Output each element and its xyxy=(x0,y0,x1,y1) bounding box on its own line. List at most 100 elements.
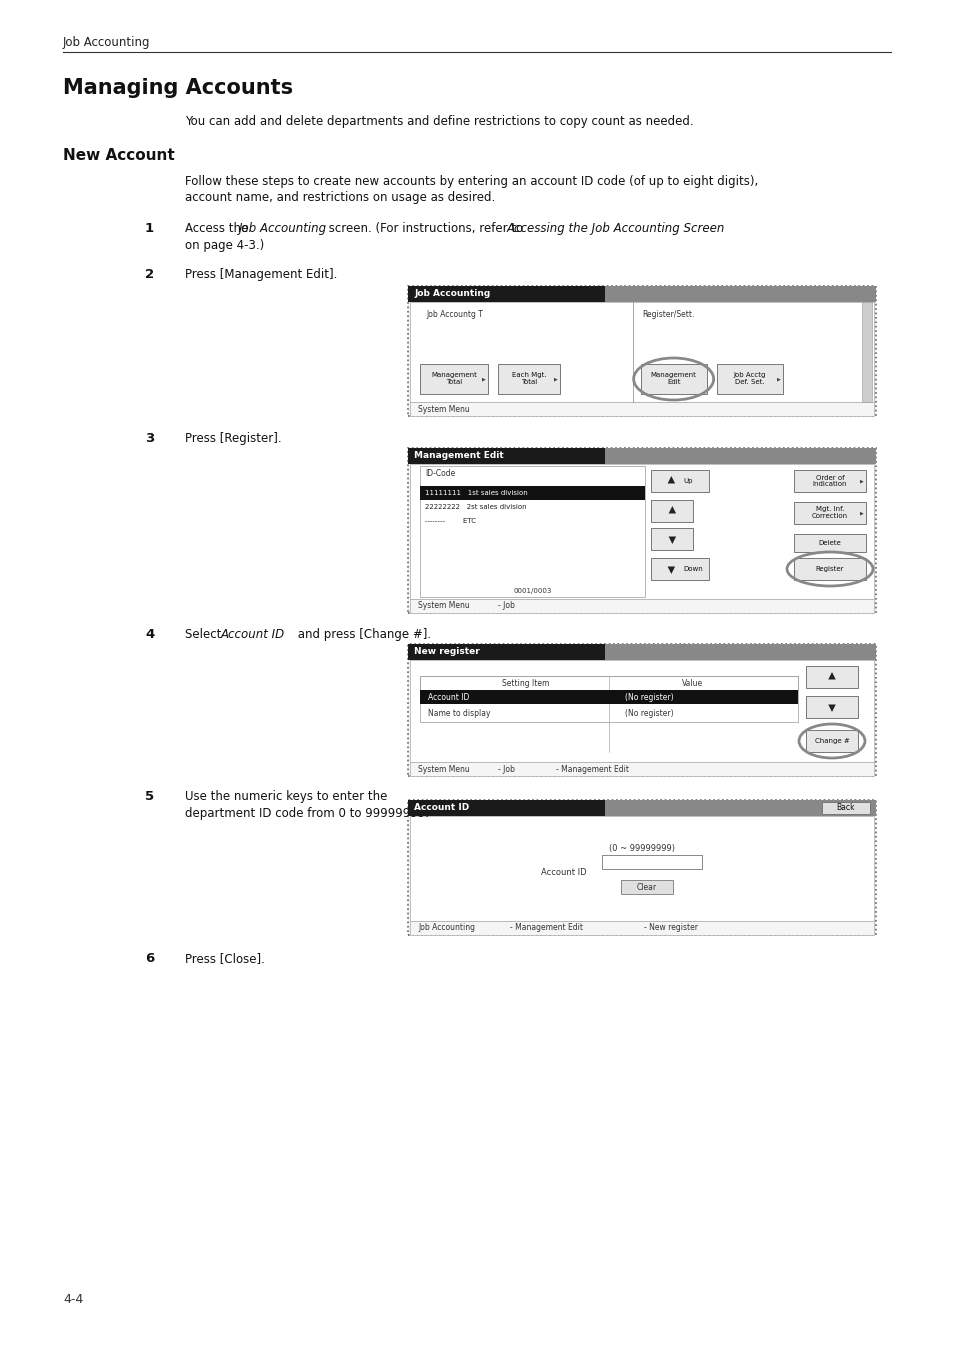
Text: New register: New register xyxy=(414,647,479,657)
Bar xyxy=(651,558,709,580)
Text: 3: 3 xyxy=(145,432,154,444)
Text: Def. Set.: Def. Set. xyxy=(734,380,763,385)
Polygon shape xyxy=(667,566,675,574)
Bar xyxy=(805,666,857,688)
Text: Press [Management Edit].: Press [Management Edit]. xyxy=(185,267,337,281)
Text: Account ID: Account ID xyxy=(428,693,469,701)
Text: ID-Code: ID-Code xyxy=(424,469,455,478)
Bar xyxy=(821,802,869,815)
Text: Job Acctg: Job Acctg xyxy=(733,373,765,378)
Text: ▶: ▶ xyxy=(554,377,558,381)
Text: 22222222   2st sales division: 22222222 2st sales division xyxy=(424,504,526,509)
Bar xyxy=(651,500,693,521)
Bar xyxy=(620,880,672,894)
Text: ▶: ▶ xyxy=(860,511,863,516)
Text: (No register): (No register) xyxy=(624,693,673,701)
Text: Follow these steps to create new accounts by entering an account ID code (of up : Follow these steps to create new account… xyxy=(185,176,758,188)
Bar xyxy=(793,558,865,580)
Polygon shape xyxy=(827,704,835,712)
Text: 2: 2 xyxy=(145,267,154,281)
Text: 1: 1 xyxy=(145,222,154,235)
Text: Change #: Change # xyxy=(814,738,848,744)
Bar xyxy=(410,403,873,416)
Text: ▶: ▶ xyxy=(860,478,863,484)
Text: Value: Value xyxy=(680,678,702,688)
Bar xyxy=(410,303,873,403)
Text: Mgt. Inf.: Mgt. Inf. xyxy=(815,507,843,512)
Text: Job Accounting: Job Accounting xyxy=(417,924,475,932)
Text: Access the: Access the xyxy=(185,222,252,235)
Text: System Menu: System Menu xyxy=(417,404,469,413)
Text: Indication: Indication xyxy=(812,481,846,488)
Text: Clear: Clear xyxy=(637,882,657,892)
Text: Job Accounting: Job Accounting xyxy=(239,222,327,235)
Text: 4: 4 xyxy=(145,628,154,640)
Bar xyxy=(410,598,873,613)
Text: (No register): (No register) xyxy=(624,708,673,717)
Text: 4-4: 4-4 xyxy=(63,1293,83,1306)
Bar xyxy=(793,503,865,524)
Bar xyxy=(408,286,875,416)
Text: Job Accounting: Job Accounting xyxy=(63,36,151,49)
Text: screen. (For instructions, refer to: screen. (For instructions, refer to xyxy=(325,222,526,235)
Polygon shape xyxy=(668,507,676,513)
Bar xyxy=(408,800,875,935)
Text: 6: 6 xyxy=(145,952,154,965)
Text: Each Mgt.: Each Mgt. xyxy=(511,373,546,378)
Bar xyxy=(604,800,875,816)
Bar xyxy=(793,534,865,553)
Bar xyxy=(410,463,873,598)
Bar xyxy=(408,286,604,303)
Bar xyxy=(408,644,875,775)
Text: Total: Total xyxy=(445,380,461,385)
Bar xyxy=(497,363,559,394)
Text: Setting Item: Setting Item xyxy=(501,678,549,688)
Bar xyxy=(651,470,709,492)
Bar xyxy=(410,661,873,762)
Bar xyxy=(408,644,604,661)
Bar xyxy=(793,470,865,492)
Text: You can add and delete departments and define restrictions to copy count as need: You can add and delete departments and d… xyxy=(185,115,693,128)
Text: Account ID: Account ID xyxy=(540,867,586,877)
Text: System Menu: System Menu xyxy=(417,601,469,611)
Text: 11111111   1st sales division: 11111111 1st sales division xyxy=(424,490,527,496)
Bar xyxy=(408,800,604,816)
Text: and press [Change #].: and press [Change #]. xyxy=(294,628,431,640)
Bar xyxy=(604,286,875,303)
Text: ▶: ▶ xyxy=(776,377,780,381)
Text: - Management Edit: - Management Edit xyxy=(510,924,582,932)
Text: (0 ~ 99999999): (0 ~ 99999999) xyxy=(608,844,675,852)
Text: account name, and restrictions on usage as desired.: account name, and restrictions on usage … xyxy=(185,190,495,204)
Bar xyxy=(640,363,706,394)
Text: Use the numeric keys to enter the: Use the numeric keys to enter the xyxy=(185,790,387,802)
Bar xyxy=(805,696,857,717)
Text: New Account: New Account xyxy=(63,149,174,163)
Text: Accessing the Job Accounting Screen: Accessing the Job Accounting Screen xyxy=(506,222,724,235)
Bar xyxy=(604,644,875,661)
Text: Down: Down xyxy=(682,566,702,571)
Bar xyxy=(651,528,693,550)
Bar xyxy=(408,449,604,463)
Text: Delete: Delete xyxy=(818,540,841,546)
Text: Edit: Edit xyxy=(666,380,679,385)
Bar xyxy=(410,762,873,775)
Bar xyxy=(419,466,644,597)
Text: Management Edit: Management Edit xyxy=(414,451,503,461)
Text: 5: 5 xyxy=(145,790,154,802)
Text: Account ID: Account ID xyxy=(221,628,285,640)
Polygon shape xyxy=(668,536,676,544)
Text: Managing Accounts: Managing Accounts xyxy=(63,78,293,99)
Bar xyxy=(604,449,875,463)
Text: - Management Edit: - Management Edit xyxy=(556,765,628,774)
Text: - New register: - New register xyxy=(643,924,698,932)
Bar xyxy=(862,303,871,403)
Bar xyxy=(419,363,488,394)
Text: --------        ETC: -------- ETC xyxy=(424,517,476,524)
Bar xyxy=(805,730,857,753)
Bar xyxy=(410,921,873,935)
Bar xyxy=(408,449,875,613)
Text: - Job: - Job xyxy=(497,601,515,611)
Text: on page 4-3.): on page 4-3.) xyxy=(185,239,264,253)
Bar xyxy=(419,676,797,690)
Text: Name to display: Name to display xyxy=(428,708,490,717)
